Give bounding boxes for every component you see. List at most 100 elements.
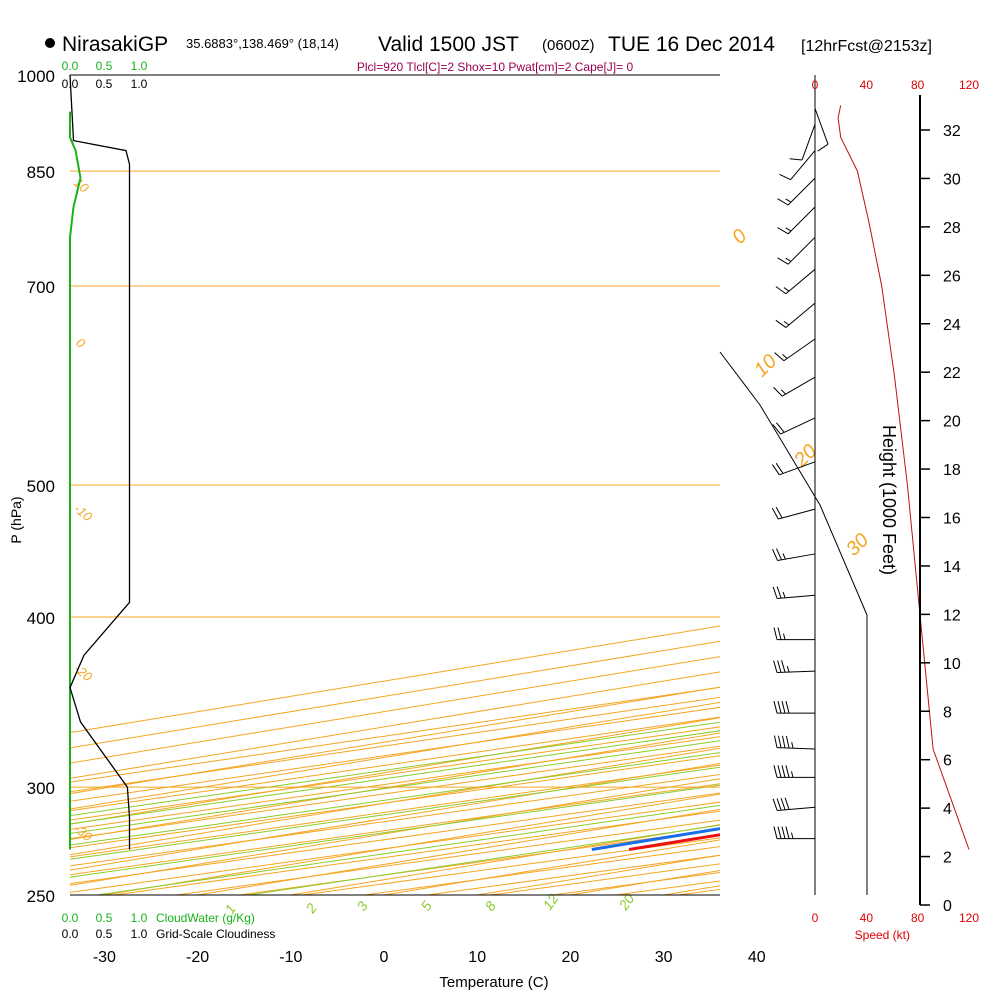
barb-staff bbox=[785, 302, 816, 328]
barb-flag bbox=[781, 826, 786, 839]
barb-staff bbox=[777, 594, 816, 600]
isotherm-line bbox=[757, 75, 1000, 895]
height-tick-label: 4 bbox=[943, 801, 952, 818]
barb-staff bbox=[781, 376, 816, 397]
barb-flag bbox=[777, 227, 789, 235]
station-coords: 35.6883°,138.469° (18,14) bbox=[186, 36, 339, 51]
height-tick-label: 30 bbox=[943, 171, 961, 188]
diagram-grid bbox=[70, 75, 1000, 895]
cloudwater-top-tick: 1.0 bbox=[131, 59, 148, 73]
wind-barb bbox=[773, 627, 815, 641]
barb-flag bbox=[781, 735, 786, 749]
barb-staff bbox=[801, 124, 816, 161]
wind-barb bbox=[771, 506, 816, 520]
cloudiness-bottom-tick: 1.0 bbox=[131, 927, 148, 941]
isotherm-line bbox=[70, 717, 720, 825]
cloud-panel: 0.0 0.5 1.0 0.0 0.5 1.0 0.0 0.5 1.0 0.0 0.5 1.0 bbox=[62, 59, 148, 941]
mixing-ratio-label: 3 bbox=[353, 898, 371, 914]
barb-flag bbox=[785, 735, 790, 749]
temperature-tick-label: 20 bbox=[562, 949, 580, 966]
wind-barb bbox=[771, 461, 816, 476]
barb-flag bbox=[775, 462, 784, 474]
barb-flag bbox=[773, 701, 778, 714]
wind-barb bbox=[814, 108, 829, 152]
barb-half-flag bbox=[785, 227, 792, 232]
barb-flag bbox=[772, 549, 779, 561]
cloudiness-bottom-tick: 0.0 bbox=[62, 927, 79, 941]
barb-flag bbox=[780, 797, 786, 810]
barb-staff bbox=[777, 670, 816, 673]
barb-flag bbox=[779, 173, 791, 181]
barb-half-flag bbox=[783, 633, 786, 640]
barb-staff bbox=[787, 177, 816, 206]
speed-top-tick: 0 bbox=[812, 78, 819, 92]
wind-barb bbox=[773, 660, 816, 673]
cloudiness-trace bbox=[69, 74, 131, 850]
pressure-tick-label: 250 bbox=[27, 887, 55, 906]
isotherm-label: 20 bbox=[789, 440, 821, 472]
cloudwater-trace bbox=[69, 111, 82, 850]
speed-top-tick: 40 bbox=[860, 78, 874, 92]
theta-label: -10 bbox=[71, 501, 96, 525]
barb-half-flag bbox=[785, 257, 792, 262]
mixing-ratio-label: 5 bbox=[417, 898, 435, 914]
barb-flag bbox=[777, 627, 782, 640]
theta-label: 10 bbox=[71, 175, 92, 196]
dewpoint-trace bbox=[591, 827, 720, 851]
speed-bottom-tick: 80 bbox=[911, 911, 925, 925]
theta-label: -20 bbox=[71, 661, 96, 685]
height-tick-label: 10 bbox=[943, 656, 961, 673]
barb-flag bbox=[772, 424, 781, 435]
barb-staff bbox=[790, 150, 816, 181]
speed-bottom-tick: 0 bbox=[812, 911, 819, 925]
dry-adiabat-line bbox=[678, 888, 720, 895]
height-tick-label: 20 bbox=[943, 414, 961, 431]
stability-indices: Plcl=920 Tlcl[C]=2 Shox=10 Pwat[cm]=2 Ca… bbox=[357, 60, 634, 74]
isotherm-line bbox=[70, 686, 720, 795]
pressure-tick-label: 500 bbox=[27, 477, 55, 496]
barb-flag bbox=[785, 826, 790, 839]
isotherm-line bbox=[943, 75, 1000, 895]
barb-flag bbox=[785, 701, 790, 714]
barb-flag bbox=[774, 352, 785, 362]
cloudwater-bottom-tick: 1.0 bbox=[131, 911, 148, 925]
wind-barb bbox=[789, 124, 816, 161]
height-tick-label: 12 bbox=[943, 607, 961, 624]
barb-flag bbox=[772, 798, 778, 811]
pressure-tick-label: 850 bbox=[27, 163, 55, 182]
barb-flag bbox=[789, 158, 803, 161]
barb-flag bbox=[775, 286, 787, 295]
cloudiness-bottom-tick: 0.5 bbox=[96, 927, 113, 941]
mixing-ratio-label: 20 bbox=[615, 891, 638, 914]
barb-flag bbox=[777, 735, 782, 748]
isotherm-label: 30 bbox=[842, 529, 873, 560]
wind-barb bbox=[775, 302, 816, 328]
barb-flag bbox=[781, 765, 786, 778]
barb-flag bbox=[781, 701, 786, 714]
barb-staff bbox=[777, 553, 816, 562]
station-name: NirasakiGP bbox=[62, 33, 168, 56]
dry-adiabat-line bbox=[804, 75, 1000, 895]
wind-barb bbox=[777, 177, 816, 206]
barb-staff bbox=[777, 806, 816, 812]
barb-flag bbox=[776, 586, 782, 599]
cloudwater-label: CloudWater (g/Kg) bbox=[156, 911, 255, 925]
speed-bottom-tick: 40 bbox=[860, 911, 874, 925]
height-tick-label: 22 bbox=[943, 365, 961, 382]
isotherm-line bbox=[70, 656, 720, 764]
speed-top-tick: 120 bbox=[959, 78, 979, 92]
cloudwater-top-tick: 0.0 bbox=[62, 59, 79, 73]
barb-half-flag bbox=[782, 553, 786, 560]
height-tick-label: 28 bbox=[943, 220, 961, 237]
barb-flag bbox=[784, 797, 790, 810]
barb-flag bbox=[776, 548, 782, 561]
barb-half-flag bbox=[782, 354, 788, 359]
barb-staff bbox=[777, 747, 816, 750]
wind-barb bbox=[773, 826, 815, 840]
barb-flag bbox=[776, 798, 782, 811]
barb-flag bbox=[776, 422, 785, 433]
barb-staff bbox=[779, 461, 816, 476]
temperature-tick-label: 30 bbox=[655, 949, 673, 966]
